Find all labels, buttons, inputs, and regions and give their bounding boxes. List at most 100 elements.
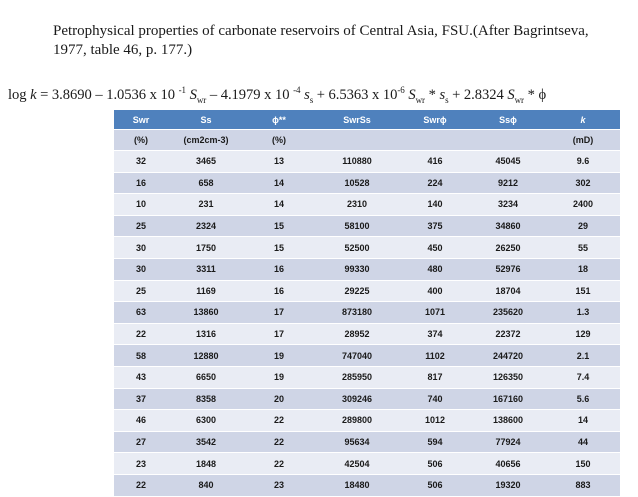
table-row: 10 231 14 2310 140 3234 2400 <box>114 193 620 216</box>
cell-swr-ss: 28952 <box>314 323 400 346</box>
cell-ss-phi: 52976 <box>470 258 546 281</box>
cell-phi: 15 <box>244 215 314 238</box>
formula-exponent: -1 <box>178 85 186 96</box>
table-row: 32 3465 13 110880 416 45045 9.6 <box>114 150 620 173</box>
cell-swr-phi: 817 <box>400 366 470 389</box>
formula-symbol: s <box>300 87 310 103</box>
table-row: 37 8358 20 309246 740 167160 5.6 <box>114 388 620 411</box>
table-header-row: Swr Ss ϕ** SwrSs Swrϕ Ssϕ k <box>114 110 620 130</box>
unit-swr-ss <box>314 129 400 151</box>
cell-phi: 17 <box>244 301 314 324</box>
formula-part: * <box>425 87 440 103</box>
table-row: 63 13860 17 873180 1071 235620 1.3 <box>114 301 620 324</box>
cell-ss-phi: 34860 <box>470 215 546 238</box>
cell-phi: 22 <box>244 409 314 432</box>
cell-swr: 43 <box>114 366 168 389</box>
unit-swr-phi <box>400 129 470 151</box>
cell-swr-phi: 1012 <box>400 409 470 432</box>
cell-swr: 46 <box>114 409 168 432</box>
cell-ss: 13860 <box>168 301 244 324</box>
table-row: 22 1316 17 28952 374 22372 129 <box>114 323 620 346</box>
cell-ss-phi: 18704 <box>470 280 546 303</box>
cell-swr-phi: 416 <box>400 150 470 173</box>
cell-swr-ss: 289800 <box>314 409 400 432</box>
cell-swr: 63 <box>114 301 168 324</box>
cell-swr-ss: 873180 <box>314 301 400 324</box>
cell-k: 18 <box>546 258 620 281</box>
formula-part: + 6.5363 x 10 <box>313 87 398 103</box>
header-ss-phi: Ssϕ <box>470 110 546 130</box>
header-k: k <box>546 110 620 130</box>
unit-k: (mD) <box>546 129 620 151</box>
cell-phi: 14 <box>244 193 314 216</box>
cell-k: 1.3 <box>546 301 620 324</box>
cell-swr-phi: 375 <box>400 215 470 238</box>
cell-ss-phi: 26250 <box>470 236 546 259</box>
cell-swr: 32 <box>114 150 168 173</box>
cell-k: 2400 <box>546 193 620 216</box>
cell-ss: 2324 <box>168 215 244 238</box>
cell-ss-phi: 126350 <box>470 366 546 389</box>
cell-phi: 22 <box>244 452 314 475</box>
formula-part: – 4.1979 x 10 <box>206 87 294 103</box>
cell-swr-ss: 58100 <box>314 215 400 238</box>
cell-phi: 20 <box>244 388 314 411</box>
table-row: 16 658 14 10528 224 9212 302 <box>114 172 620 195</box>
formula-part: + 2.8324 <box>448 87 508 103</box>
cell-swr-ss: 52500 <box>314 236 400 259</box>
table-row: 25 1169 16 29225 400 18704 151 <box>114 280 620 303</box>
cell-swr-ss: 110880 <box>314 150 400 173</box>
cell-swr-ss: 99330 <box>314 258 400 281</box>
formula-k: k <box>30 87 37 103</box>
cell-phi: 16 <box>244 280 314 303</box>
cell-swr-ss: 42504 <box>314 452 400 475</box>
cell-swr-phi: 140 <box>400 193 470 216</box>
formula-symbol: s <box>439 87 446 103</box>
cell-ss-phi: 235620 <box>470 301 546 324</box>
cell-k: 29 <box>546 215 620 238</box>
formula-symbol: S <box>404 87 416 103</box>
table-row: 27 3542 22 95634 594 77924 44 <box>114 431 620 454</box>
cell-ss: 1316 <box>168 323 244 346</box>
cell-ss-phi: 3234 <box>470 193 546 216</box>
cell-ss: 3465 <box>168 150 244 173</box>
cell-ss: 1169 <box>168 280 244 303</box>
cell-ss-phi: 22372 <box>470 323 546 346</box>
header-swr-phi: Swrϕ <box>400 110 470 130</box>
cell-swr-ss: 285950 <box>314 366 400 389</box>
cell-k: 129 <box>546 323 620 346</box>
formula-exponent: -4 <box>293 85 301 96</box>
header-swr-ss: SwrSs <box>314 110 400 130</box>
formula-symbol: S <box>185 87 197 103</box>
cell-ss-phi: 9212 <box>470 172 546 195</box>
unit-swr: (%) <box>114 129 168 151</box>
header-phi: ϕ** <box>244 110 314 130</box>
table-row: 46 6300 22 289800 1012 138600 14 <box>114 409 620 432</box>
cell-swr-phi: 224 <box>400 172 470 195</box>
cell-swr-ss: 29225 <box>314 280 400 303</box>
cell-ss-phi: 244720 <box>470 344 546 367</box>
cell-ss: 1750 <box>168 236 244 259</box>
formula-symbol: S <box>507 87 515 103</box>
table-units-row: (%) (cm2cm-3) (%) (mD) <box>114 129 620 151</box>
cell-k: 5.6 <box>546 388 620 411</box>
cell-swr: 16 <box>114 172 168 195</box>
cell-swr: 10 <box>114 193 168 216</box>
formula-subscript: wr <box>196 94 207 105</box>
formula-subscript: s <box>445 94 449 105</box>
cell-phi: 19 <box>244 344 314 367</box>
regression-formula: log k = 3.8690 – 1.0536 x 10 -1 Swr – 4.… <box>8 85 546 105</box>
cell-swr-phi: 506 <box>400 452 470 475</box>
cell-k: 9.6 <box>546 150 620 173</box>
cell-ss: 1848 <box>168 452 244 475</box>
cell-swr: 25 <box>114 215 168 238</box>
cell-swr: 25 <box>114 280 168 303</box>
cell-swr: 37 <box>114 388 168 411</box>
table-row: 58 12880 19 747040 1102 244720 2.1 <box>114 344 620 367</box>
formula-subscript: wr <box>514 94 525 105</box>
formula-subscript: s <box>309 94 314 105</box>
cell-phi: 15 <box>244 236 314 259</box>
cell-ss-phi: 138600 <box>470 409 546 432</box>
cell-swr: 30 <box>114 258 168 281</box>
cell-phi: 13 <box>244 150 314 173</box>
